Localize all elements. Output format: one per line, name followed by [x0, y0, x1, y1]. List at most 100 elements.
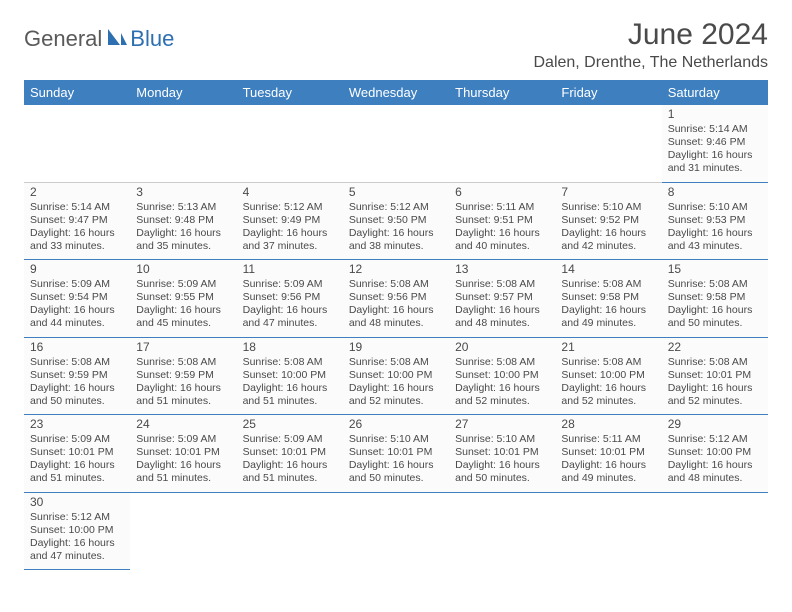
sunrise-line: Sunrise: 5:08 AM — [30, 356, 124, 369]
day-number: 30 — [30, 495, 124, 510]
sunset-line: Sunset: 10:01 PM — [136, 446, 230, 459]
calendar-cell: 30Sunrise: 5:12 AMSunset: 10:00 PMDaylig… — [24, 492, 130, 570]
sunset-line: Sunset: 9:56 PM — [243, 291, 337, 304]
sunrise-line: Sunrise: 5:09 AM — [136, 433, 230, 446]
calendar-cell: 18Sunrise: 5:08 AMSunset: 10:00 PMDaylig… — [237, 337, 343, 415]
calendar-cell — [237, 105, 343, 182]
daylight-line: Daylight: 16 hours and 51 minutes. — [30, 459, 124, 485]
sunset-line: Sunset: 9:58 PM — [668, 291, 762, 304]
daylight-line: Daylight: 16 hours and 52 minutes. — [561, 382, 655, 408]
sunset-line: Sunset: 10:00 PM — [561, 369, 655, 382]
sunrise-line: Sunrise: 5:08 AM — [349, 278, 443, 291]
daylight-line: Daylight: 16 hours and 51 minutes. — [243, 459, 337, 485]
calendar-cell: 2Sunrise: 5:14 AMSunset: 9:47 PMDaylight… — [24, 182, 130, 260]
calendar-cell: 28Sunrise: 5:11 AMSunset: 10:01 PMDaylig… — [555, 415, 661, 493]
day-number: 9 — [30, 262, 124, 277]
day-number: 1 — [668, 107, 762, 122]
daylight-line: Daylight: 16 hours and 40 minutes. — [455, 227, 549, 253]
sunset-line: Sunset: 10:00 PM — [30, 524, 124, 537]
daylight-line: Daylight: 16 hours and 50 minutes. — [30, 382, 124, 408]
sunrise-line: Sunrise: 5:08 AM — [668, 278, 762, 291]
calendar-cell: 7Sunrise: 5:10 AMSunset: 9:52 PMDaylight… — [555, 182, 661, 260]
calendar-cell: 22Sunrise: 5:08 AMSunset: 10:01 PMDaylig… — [662, 337, 768, 415]
calendar-cell: 21Sunrise: 5:08 AMSunset: 10:00 PMDaylig… — [555, 337, 661, 415]
sunrise-line: Sunrise: 5:12 AM — [349, 201, 443, 214]
daylight-line: Daylight: 16 hours and 38 minutes. — [349, 227, 443, 253]
calendar-cell — [343, 105, 449, 182]
sunrise-line: Sunrise: 5:11 AM — [561, 433, 655, 446]
daylight-line: Daylight: 16 hours and 44 minutes. — [30, 304, 124, 330]
daylight-line: Daylight: 16 hours and 47 minutes. — [30, 537, 124, 563]
day-number: 16 — [30, 340, 124, 355]
weekday-header: Sunday — [24, 80, 130, 105]
calendar-cell: 4Sunrise: 5:12 AMSunset: 9:49 PMDaylight… — [237, 182, 343, 260]
sunrise-line: Sunrise: 5:10 AM — [561, 201, 655, 214]
day-number: 26 — [349, 417, 443, 432]
sunset-line: Sunset: 10:01 PM — [561, 446, 655, 459]
weekday-header: Tuesday — [237, 80, 343, 105]
sunset-line: Sunset: 10:00 PM — [349, 369, 443, 382]
calendar-cell — [662, 492, 768, 570]
calendar-cell: 27Sunrise: 5:10 AMSunset: 10:01 PMDaylig… — [449, 415, 555, 493]
daylight-line: Daylight: 16 hours and 37 minutes. — [243, 227, 337, 253]
sunset-line: Sunset: 9:53 PM — [668, 214, 762, 227]
calendar-cell: 15Sunrise: 5:08 AMSunset: 9:58 PMDayligh… — [662, 260, 768, 338]
sunrise-line: Sunrise: 5:09 AM — [30, 278, 124, 291]
day-number: 24 — [136, 417, 230, 432]
weekday-header: Thursday — [449, 80, 555, 105]
calendar-cell — [449, 105, 555, 182]
sunset-line: Sunset: 10:01 PM — [455, 446, 549, 459]
daylight-line: Daylight: 16 hours and 51 minutes. — [136, 459, 230, 485]
sunrise-line: Sunrise: 5:12 AM — [30, 511, 124, 524]
daylight-line: Daylight: 16 hours and 48 minutes. — [349, 304, 443, 330]
daylight-line: Daylight: 16 hours and 50 minutes. — [668, 304, 762, 330]
calendar-cell: 20Sunrise: 5:08 AMSunset: 10:00 PMDaylig… — [449, 337, 555, 415]
daylight-line: Daylight: 16 hours and 52 minutes. — [349, 382, 443, 408]
day-number: 11 — [243, 262, 337, 277]
day-number: 5 — [349, 185, 443, 200]
calendar-cell — [343, 492, 449, 570]
daylight-line: Daylight: 16 hours and 51 minutes. — [136, 382, 230, 408]
daylight-line: Daylight: 16 hours and 51 minutes. — [243, 382, 337, 408]
sunrise-line: Sunrise: 5:14 AM — [30, 201, 124, 214]
day-number: 23 — [30, 417, 124, 432]
sunrise-line: Sunrise: 5:14 AM — [668, 123, 762, 136]
day-number: 13 — [455, 262, 549, 277]
sunset-line: Sunset: 10:01 PM — [668, 369, 762, 382]
sunrise-line: Sunrise: 5:10 AM — [349, 433, 443, 446]
sunrise-line: Sunrise: 5:08 AM — [455, 278, 549, 291]
sunset-line: Sunset: 9:58 PM — [561, 291, 655, 304]
sunset-line: Sunset: 9:46 PM — [668, 136, 762, 149]
day-number: 28 — [561, 417, 655, 432]
day-number: 21 — [561, 340, 655, 355]
calendar-cell: 19Sunrise: 5:08 AMSunset: 10:00 PMDaylig… — [343, 337, 449, 415]
sunset-line: Sunset: 10:01 PM — [30, 446, 124, 459]
sunrise-line: Sunrise: 5:09 AM — [243, 278, 337, 291]
day-number: 4 — [243, 185, 337, 200]
daylight-line: Daylight: 16 hours and 47 minutes. — [243, 304, 337, 330]
weekday-header: Friday — [555, 80, 661, 105]
sunset-line: Sunset: 9:59 PM — [30, 369, 124, 382]
day-number: 6 — [455, 185, 549, 200]
daylight-line: Daylight: 16 hours and 50 minutes. — [349, 459, 443, 485]
sunset-line: Sunset: 9:54 PM — [30, 291, 124, 304]
calendar-cell: 11Sunrise: 5:09 AMSunset: 9:56 PMDayligh… — [237, 260, 343, 338]
calendar-table: SundayMondayTuesdayWednesdayThursdayFrid… — [24, 80, 768, 570]
daylight-line: Daylight: 16 hours and 49 minutes. — [561, 304, 655, 330]
day-number: 10 — [136, 262, 230, 277]
sunset-line: Sunset: 9:51 PM — [455, 214, 549, 227]
day-number: 8 — [668, 185, 762, 200]
day-number: 15 — [668, 262, 762, 277]
sunrise-line: Sunrise: 5:09 AM — [136, 278, 230, 291]
calendar-cell — [449, 492, 555, 570]
sunset-line: Sunset: 9:56 PM — [349, 291, 443, 304]
daylight-line: Daylight: 16 hours and 52 minutes. — [668, 382, 762, 408]
daylight-line: Daylight: 16 hours and 50 minutes. — [455, 459, 549, 485]
daylight-line: Daylight: 16 hours and 31 minutes. — [668, 149, 762, 175]
calendar-cell: 5Sunrise: 5:12 AMSunset: 9:50 PMDaylight… — [343, 182, 449, 260]
location: Dalen, Drenthe, The Netherlands — [533, 54, 768, 72]
sunset-line: Sunset: 9:57 PM — [455, 291, 549, 304]
calendar-cell: 3Sunrise: 5:13 AMSunset: 9:48 PMDaylight… — [130, 182, 236, 260]
day-number: 27 — [455, 417, 549, 432]
calendar-cell — [555, 105, 661, 182]
